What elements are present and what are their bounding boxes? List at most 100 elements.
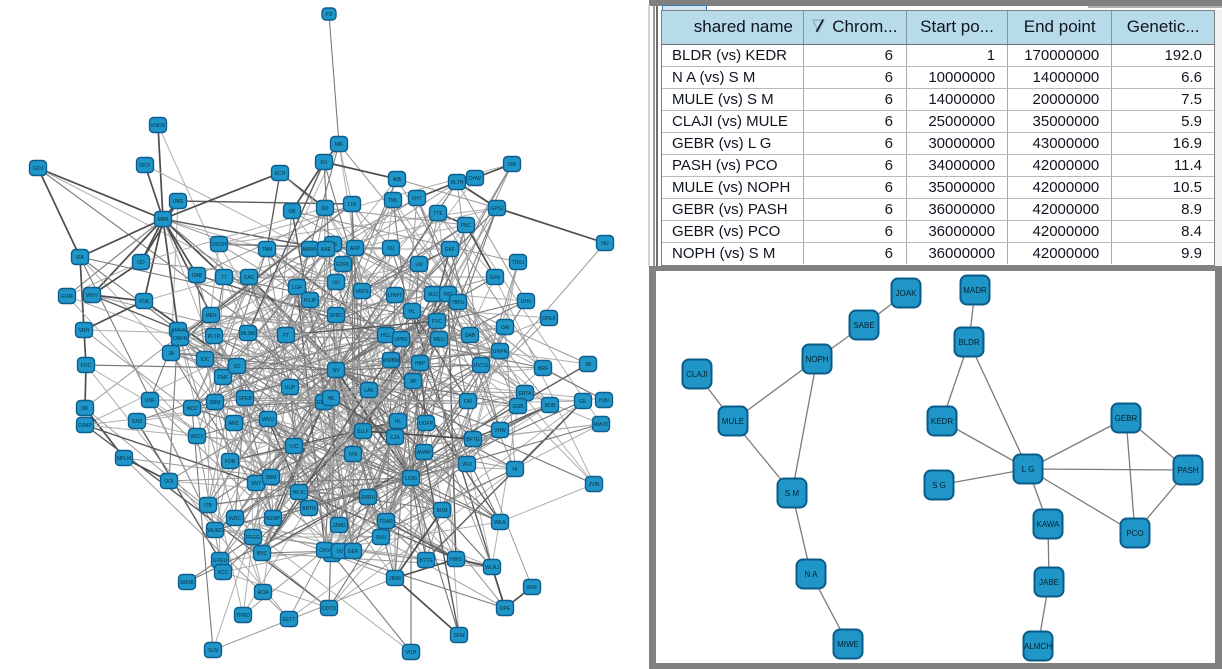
svg-text:NV: NV — [333, 368, 341, 374]
svg-text:JIP: JIP — [409, 379, 417, 385]
svg-text:SVU: SVU — [376, 535, 387, 541]
svg-text:VKFS: VKFS — [355, 289, 369, 295]
svg-text:IWJJ: IWJJ — [186, 406, 198, 412]
svg-text:DDTD: DDTD — [322, 606, 336, 612]
svg-text:EKF: EKF — [445, 247, 455, 253]
svg-text:MEN: MEN — [205, 313, 217, 319]
svg-text:MRB: MRB — [157, 217, 169, 223]
svg-text:UBG: UBG — [173, 199, 184, 205]
svg-text:HI: HI — [513, 467, 518, 473]
svg-text:UU: UU — [332, 280, 340, 286]
svg-text:VFU: VFU — [462, 462, 472, 468]
svg-text:FMF: FMF — [218, 375, 228, 381]
svg-text:HL: HL — [395, 419, 402, 425]
svg-text:EDRL: EDRL — [336, 262, 350, 268]
svg-text:VOE: VOE — [139, 299, 150, 305]
svg-text:OD: OD — [137, 260, 145, 266]
svg-text:KU: KU — [321, 160, 328, 166]
svg-text:RMVD: RMVD — [594, 422, 609, 428]
svg-text:WMBM: WMBM — [383, 358, 399, 364]
svg-text:JINM: JINM — [389, 576, 401, 582]
svg-text:WVV: WVV — [86, 293, 98, 299]
svg-text:AWAP: AWAP — [417, 450, 432, 456]
svg-text:EFN: EFN — [490, 275, 500, 281]
svg-text:MADR: MADR — [963, 286, 987, 295]
svg-text:GPSJ: GPSJ — [490, 206, 504, 212]
svg-text:TTE: TTE — [433, 211, 443, 217]
svg-text:JR: JR — [585, 362, 592, 368]
svg-text:WEA: WEA — [494, 520, 506, 526]
svg-text:BRF: BRF — [538, 366, 548, 372]
svg-text:MEU: MEU — [433, 337, 445, 343]
svg-text:TRND: TRND — [236, 613, 250, 619]
svg-text:FVC: FVC — [432, 319, 442, 325]
svg-text:BRTR: BRTR — [302, 506, 316, 512]
svg-text:UHV: UHV — [521, 299, 532, 305]
svg-text:BFTG: BFTG — [466, 437, 479, 443]
svg-text:IIV: IIV — [337, 549, 344, 555]
svg-text:TDKJ: TDKJ — [512, 260, 525, 266]
svg-text:HL: HL — [409, 309, 416, 315]
svg-text:PLTR: PLTR — [208, 334, 221, 340]
svg-text:LAK: LAK — [364, 388, 374, 394]
svg-text:VRH: VRH — [79, 328, 90, 334]
svg-text:EETT: EETT — [283, 617, 296, 623]
svg-text:KU: KU — [388, 246, 395, 252]
svg-text:OAI: OAI — [501, 325, 510, 331]
svg-text:VJC: VJC — [289, 444, 299, 450]
svg-text:JABE: JABE — [1039, 578, 1059, 587]
svg-text:LTA: LTA — [348, 202, 357, 208]
svg-text:VCH: VCH — [406, 650, 417, 656]
svg-text:UVCG: UVCG — [474, 363, 489, 369]
svg-text:LHWT: LHWT — [388, 293, 402, 299]
svg-text:FO: FO — [326, 12, 333, 18]
svg-text:HWS: HWS — [450, 557, 462, 563]
svg-text:IVN: IVN — [349, 452, 358, 458]
svg-text:JWRU: JWRU — [361, 495, 376, 501]
svg-text:SFW: SFW — [453, 633, 464, 639]
svg-text:LGF: LGF — [292, 285, 302, 291]
svg-text:BOB: BOB — [545, 403, 556, 409]
svg-text:MLSM: MLSM — [241, 331, 255, 337]
svg-text:ALMCH: ALMCH — [1024, 642, 1052, 651]
svg-text:UPBF: UPBF — [394, 337, 407, 343]
svg-text:GIL: GIL — [579, 399, 587, 405]
svg-text:MIF: MIF — [335, 142, 344, 148]
svg-text:HPJC: HPJC — [292, 490, 305, 496]
svg-text:BAE: BAE — [321, 247, 332, 253]
svg-text:WUED: WUED — [207, 528, 223, 534]
svg-text:ERTA: ERTA — [519, 391, 533, 397]
svg-text:SLN: SLN — [208, 648, 218, 654]
svg-text:L G: L G — [1022, 465, 1035, 474]
svg-text:CKIV: CKIV — [319, 548, 331, 554]
svg-text:TBFU: TBFU — [451, 300, 464, 306]
svg-text:GGB: GGB — [512, 404, 524, 410]
svg-text:GNPR: GNPR — [493, 349, 508, 355]
svg-text:EGM: EGM — [61, 294, 72, 300]
svg-text:FAT: FAT — [444, 292, 453, 298]
svg-text:ITB: ITB — [204, 503, 212, 509]
svg-text:DAB: DAB — [192, 273, 203, 279]
svg-text:GEBR: GEBR — [1115, 414, 1138, 423]
svg-text:PBC: PBC — [461, 223, 472, 229]
svg-text:LOIG: LOIG — [405, 476, 417, 482]
svg-text:TDAR: TDAR — [379, 519, 393, 525]
svg-text:WICV: WICV — [190, 434, 204, 440]
svg-text:IDC: IDC — [201, 357, 210, 363]
svg-text:UOFP: UOFP — [419, 421, 434, 427]
svg-text:TT: TT — [221, 275, 227, 281]
svg-text:MULE: MULE — [722, 417, 744, 426]
svg-text:KNDS: KNDS — [151, 123, 166, 129]
svg-text:IDCF: IDCF — [139, 163, 151, 169]
svg-text:NSWP: NSWP — [266, 516, 282, 522]
svg-text:PT: PT — [283, 333, 289, 339]
svg-text:WLRJ: WLRJ — [485, 565, 499, 571]
svg-text:SPBC: SPBC — [329, 313, 343, 319]
svg-text:OOI: OOI — [164, 479, 173, 485]
svg-text:DAB: DAB — [465, 333, 476, 339]
svg-text:SLLF: SLLF — [357, 429, 369, 435]
svg-text:SPEB: SPEB — [238, 396, 252, 402]
svg-text:WDC: WDC — [229, 516, 241, 522]
svg-text:KAWA: KAWA — [1037, 520, 1061, 529]
svg-text:N A: N A — [805, 570, 819, 579]
